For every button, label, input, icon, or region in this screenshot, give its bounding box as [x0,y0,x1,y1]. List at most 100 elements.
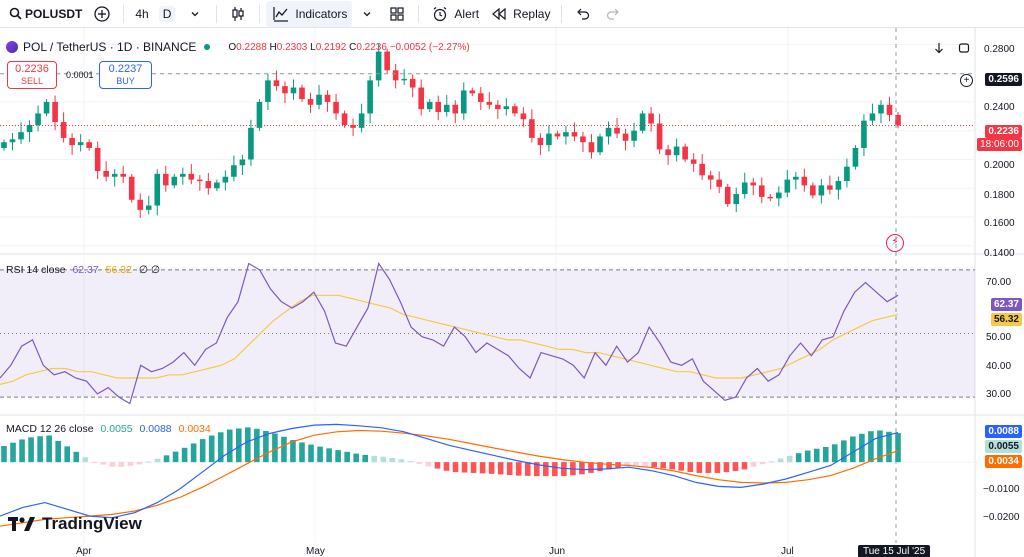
candle-body [316,94,322,105]
macd-histogram-bar [317,446,323,463]
chevron-down-icon [185,4,205,24]
maximize-icon [958,43,970,53]
candle-body [801,176,808,186]
interval-dropdown[interactable] [180,1,210,27]
macd-histogram-bar [651,462,657,468]
add-alert-plus-icon[interactable]: + [960,74,973,87]
macd-histogram-bar [145,461,152,463]
macd-histogram-bar [254,428,260,463]
macd-histogram-bar [136,462,143,465]
candle-body [401,78,407,81]
candle-body [52,101,58,123]
rsi-tick: 30.00 [986,389,1012,400]
grid-icon [387,4,407,24]
rewind-icon [489,4,509,24]
macd-histogram-bar [416,462,423,464]
indicators-icon [271,4,291,24]
templates-button[interactable] [382,1,412,27]
candle-body [9,139,16,143]
candle-body [639,113,646,131]
candle-body [810,185,816,196]
candle-body [239,159,246,166]
price-tick: 0.1600 [984,218,1015,229]
macd-histogram-bar [64,446,71,463]
candle-body [835,181,842,190]
alert-button[interactable]: Alert [425,1,484,27]
symbol-label: POLUSDT [25,6,83,21]
chart-type-button[interactable] [223,1,253,27]
candle-body [631,130,637,141]
candle-body [145,205,152,210]
price-tick: 0.2400 [984,102,1015,113]
candle-body [648,113,654,124]
candle-body [324,94,331,102]
candle-body [128,176,135,200]
symbol-search[interactable]: POLUSDT [0,1,87,27]
interval-d-wrap: D [154,1,181,27]
compare-button[interactable] [87,1,117,27]
candle-body [529,119,535,138]
macd-histogram-bar [73,451,80,463]
price-tick: 0.2000 [984,160,1015,171]
macd-histogram-bar [208,435,215,463]
buy-button[interactable]: 0.2237 BUY [99,61,152,89]
candle-body [1,142,7,148]
buy-price: 0.2237 [108,63,143,75]
candle-body [869,113,876,121]
undo-icon [573,4,593,24]
candle-body [205,181,212,189]
candle-body [18,132,24,140]
change-value: −0.0052 (−2.27%) [389,41,470,53]
macd-histogram-bar [768,461,775,463]
rsi-legend[interactable]: RSI 14 close 62.37 56.32 ∅ ∅ [6,264,164,276]
candle-body [554,133,561,137]
lightning-icon[interactable]: ⚡ [886,234,904,252]
candle-body [486,101,493,105]
indicators-button[interactable]: Indicators [266,0,353,27]
market-open-dot-icon [204,44,211,50]
redo-button[interactable] [598,1,628,27]
toolbar-divider [561,4,563,23]
macd-histogram-bar [452,462,459,473]
macd-histogram-bar [181,447,188,463]
candle-body [673,146,680,156]
symbol-title[interactable]: POL / TetherUS · 1D · BINANCE [23,40,197,54]
macd-histogram-bar [299,442,305,463]
macd-histogram-bar [515,462,522,476]
macd-histogram-bar [308,444,314,463]
macd-histogram-bar [841,440,847,463]
macd-histogram-bar [407,461,414,463]
candle-body [333,101,339,114]
macd-histogram-bar [353,453,359,463]
macd-histogram-bar [154,458,161,463]
macd-histogram-bar [389,457,396,463]
maximize-pane-button[interactable] [955,39,973,57]
replay-button[interactable]: Replay [484,1,555,27]
candle-body [375,51,382,81]
macd-histogram-bar [226,429,233,463]
interval-4h[interactable]: 4h [135,6,149,21]
tradingview-logo[interactable]: TradingView [8,514,142,534]
chart-canvas[interactable] [0,28,1024,557]
macd-tick: −0.0100 [983,484,1020,495]
scroll-down-button[interactable] [930,39,948,57]
sell-button[interactable]: 0.2236 SELL [7,61,57,89]
toolbar-divider [123,4,125,23]
macd-histogram-bar [813,448,820,463]
candle-body [265,80,271,102]
macd-histogram-bar [606,462,612,470]
candle-body [597,136,603,153]
indicators-dropdown[interactable] [352,1,382,27]
undo-button[interactable] [568,1,598,27]
interval-d[interactable]: D [158,5,176,22]
macd-histogram-bar [533,462,540,477]
candle-body [478,93,484,102]
macd-histogram-bar [831,444,838,463]
macd-legend[interactable]: MACD 12 26 close 0.0055 0.0088 0.0034 [6,423,215,435]
macd-histogram-bar [759,462,766,465]
macd-histogram-bar [37,436,43,463]
chevron-down-icon [357,4,377,24]
candle-body [546,133,552,146]
replay-label: Replay [513,6,551,21]
macd-histogram-bar [497,462,504,475]
